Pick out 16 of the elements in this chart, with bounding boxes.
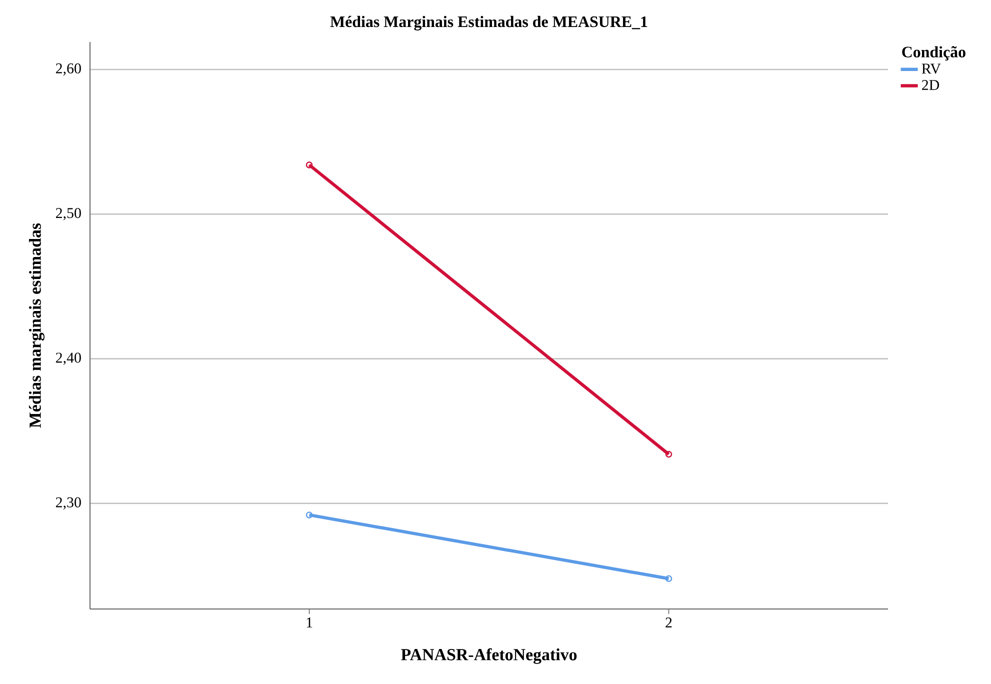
x-tick-label: 2 xyxy=(666,618,672,628)
point xyxy=(665,450,672,458)
point xyxy=(665,575,672,582)
y-tick-label: 2,30 xyxy=(56,497,81,510)
x-tick-label: 1 xyxy=(306,618,312,628)
point xyxy=(306,162,313,168)
legend-title: Condição xyxy=(902,46,966,61)
y-tick-label: 2,40 xyxy=(56,352,81,365)
y-tick-label: 2,60 xyxy=(56,63,81,76)
y-axis-title: Médias marginais estimadas xyxy=(28,223,44,428)
x-axis-title: PANASR-AfetoNegativo xyxy=(401,648,577,664)
legend-label: RV xyxy=(922,64,941,74)
chart-title: Médias Marginais Estimadas de MEASURE_1 xyxy=(330,16,648,30)
legend-label: 2D xyxy=(922,80,940,90)
point xyxy=(306,512,313,518)
y-tick-label: 2,50 xyxy=(56,208,81,220)
